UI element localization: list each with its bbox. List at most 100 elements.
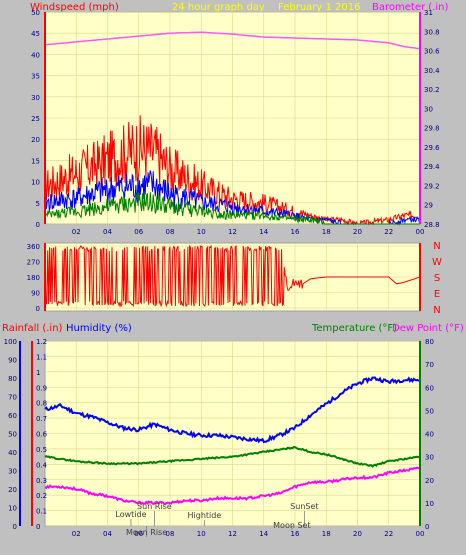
x-tick-label: 14: [259, 228, 268, 236]
wind-x-ticks: 02 04 06 08 10 12 14 16 18 20 22 00: [72, 228, 425, 236]
temperature-line: [44, 445, 420, 468]
x-tick-label: 10: [197, 530, 206, 538]
humidity-y-ticks: 0 10 20 30 40 50 60 70 80 90 100: [4, 338, 17, 531]
wind-y-tick-label: 35: [31, 73, 40, 81]
barometer-y-tick-label: 30.8: [424, 28, 440, 36]
temperature-y-tick-label: 70: [425, 361, 434, 369]
direction-y-tick-label: 90: [31, 290, 40, 298]
humidity-y-tick-label: 10: [8, 505, 17, 513]
x-tick-label: 06: [134, 530, 143, 538]
barometer-y-tick-label: 29.6: [424, 144, 440, 152]
rainfall-y-tick-label: 0.3: [36, 477, 47, 485]
x-tick-label: 06: [134, 228, 143, 236]
annotation-label: Sun Rise: [137, 502, 172, 511]
barometer-y-tick-label: 30: [424, 105, 433, 113]
barometer-y-tick-label: 30.2: [424, 86, 440, 94]
rainfall-y-tick-label: 0.9: [36, 384, 47, 392]
wind-y-tick-label: 50: [31, 9, 40, 17]
wind-y-tick-label: 30: [31, 94, 40, 102]
wind-y-tick-label: 10: [31, 179, 40, 187]
temperature-y-tick-label: 80: [425, 338, 434, 346]
wind-grid: [45, 11, 421, 225]
wind-direction-line: [44, 244, 421, 308]
rainfall-y-tick-label: 0.4: [36, 461, 48, 469]
dewpoint-line: [44, 466, 421, 506]
x-tick-label: 00: [416, 228, 425, 236]
humidity-line: [44, 376, 421, 444]
wind-y-tick-label: 40: [31, 51, 40, 59]
wind-y-tick-label: 20: [31, 136, 40, 144]
temperature-y-ticks: 0 10 20 30 40 50 60 70 80: [425, 338, 434, 531]
annotation-label: Moon Rise: [126, 528, 167, 537]
x-tick-label: 04: [103, 228, 112, 236]
humidity-y-tick-label: 80: [8, 375, 17, 383]
rainfall-y-ticks: 0 0.1 0.2 0.3 0.4 0.5 0.6 0.7 0.8 0.9 1 1.1 1.2: [36, 338, 48, 531]
annotation-label: Moon Set: [273, 521, 310, 530]
dewpoint-axis-title: Dew Point (°F): [392, 323, 464, 334]
humidity-y-tick-label: 40: [8, 449, 17, 457]
wind-y-tick-label: 25: [31, 115, 40, 123]
x-tick-label: 10: [197, 228, 206, 236]
barometer-y-ticks: 28.8 29 29.2 29.4 29.6 29.8 30 30.2 30.4 30.6 30.8…: [424, 9, 440, 229]
rainfall-y-tick-label: 0: [36, 523, 40, 531]
x-tick-label: 12: [228, 228, 237, 236]
x-tick-label: 02: [72, 530, 81, 538]
humidity-y-tick-label: 90: [8, 357, 17, 365]
humidity-y-tick-label: 70: [8, 394, 17, 402]
humidity-y-tick-label: 0: [13, 523, 17, 531]
wind-y-tick-label: 0: [36, 221, 40, 229]
direction-y-tick-label: 0: [36, 305, 40, 313]
wind-y-ticks: 0 5 10 15 20 25 30 35 40 45 50: [31, 9, 40, 229]
humidity-y-tick-label: 60: [8, 412, 17, 420]
temperature-y-tick-label: 10: [425, 500, 434, 508]
direction-y-tick-label: 270: [27, 259, 40, 267]
direction-y-ticks: 0 90 180 270 360: [27, 243, 40, 313]
barometer-axis-title: Barometer (.in): [372, 2, 448, 13]
annotation-label: Lowtide: [115, 510, 146, 519]
barometer-y-tick-label: 29.2: [424, 182, 440, 190]
barometer-y-tick-label: 29.4: [424, 163, 440, 171]
compass-label: N: [433, 241, 440, 252]
temperature-y-tick-label: 30: [425, 454, 434, 462]
x-tick-label: 20: [353, 530, 362, 538]
rainfall-y-tick-label: 0.7: [36, 415, 47, 423]
temperature-y-tick-label: 0: [425, 523, 429, 531]
compass-label: S: [434, 273, 440, 284]
wind-y-tick-label: 5: [36, 200, 40, 208]
barometer-line: [44, 31, 421, 50]
humidity-y-tick-label: 20: [8, 486, 17, 494]
x-tick-label: 20: [353, 228, 362, 236]
barometer-y-tick-label: 29.8: [424, 125, 440, 133]
rainfall-y-tick-label: 1: [36, 369, 40, 377]
x-tick-label: 14: [259, 530, 268, 538]
rainfall-y-tick-label: 0.1: [36, 508, 47, 516]
rainfall-axis-title: Rainfall (.in): [2, 323, 63, 334]
wind-y-tick-label: 15: [31, 157, 40, 165]
x-tick-label: 04: [103, 530, 112, 538]
x-tick-label: 16: [291, 530, 300, 538]
x-tick-label: 18: [322, 228, 331, 236]
temperature-y-tick-label: 40: [425, 431, 434, 439]
wind-y-tick-label: 45: [31, 30, 40, 38]
annotation-label: SunSet: [290, 502, 318, 511]
barometer-y-tick-label: 31: [424, 9, 433, 17]
rainfall-y-tick-label: 0.5: [36, 446, 47, 454]
wind-low-line: [44, 192, 420, 226]
x-tick-label: 22: [384, 228, 393, 236]
compass-label: E: [434, 289, 440, 300]
rainfall-y-tick-label: 1.2: [36, 338, 47, 346]
x-tick-label: 02: [72, 228, 81, 236]
direction-y-tick-label: 180: [27, 274, 40, 282]
compass-label: W: [432, 257, 442, 268]
humidity-axis-title: Humidity (%): [66, 323, 132, 334]
x-tick-label: 18: [322, 530, 331, 538]
rainfall-y-tick-label: 0.2: [36, 492, 47, 500]
direction-y-tick-label: 360: [27, 243, 40, 251]
rainfall-y-tick-label: 0.6: [36, 431, 48, 439]
barometer-y-tick-label: 29: [424, 202, 433, 210]
